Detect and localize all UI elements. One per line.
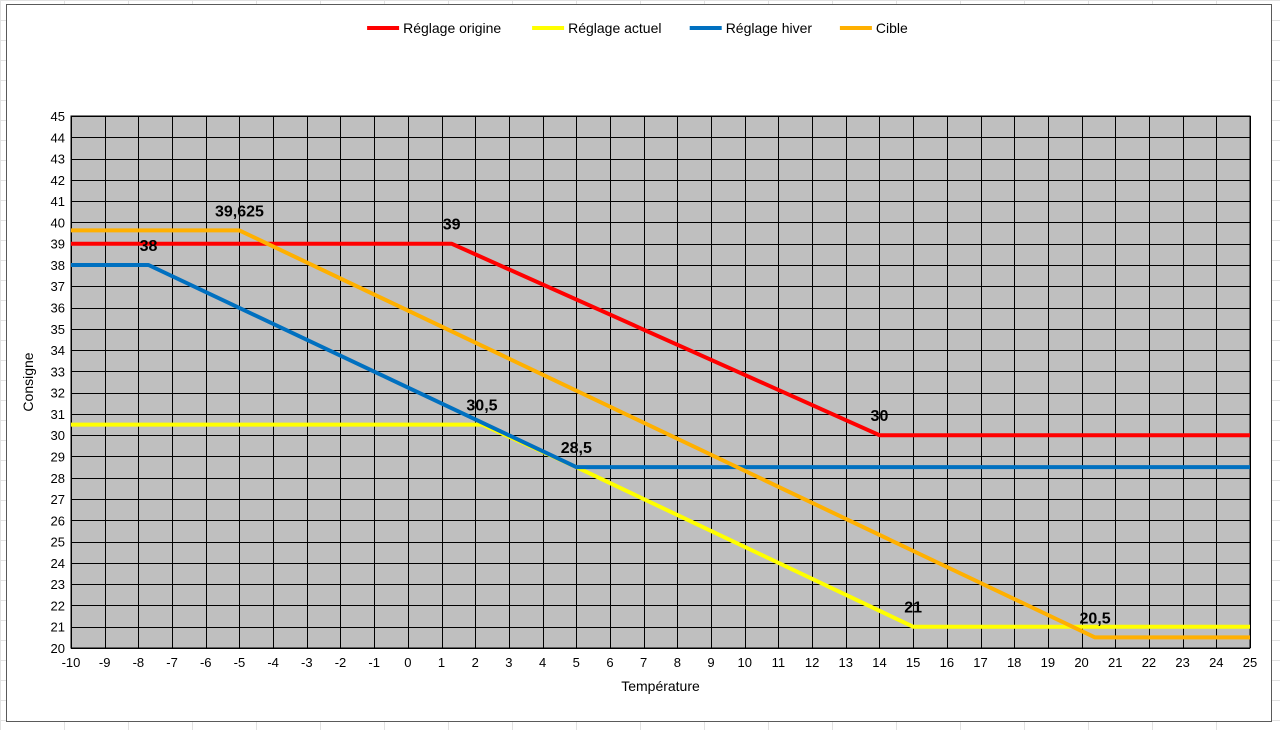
data-label: 30,5	[466, 398, 497, 415]
x-tick-label: 14	[872, 655, 886, 670]
x-tick-label: 8	[674, 655, 681, 670]
x-tick-label: 13	[839, 655, 853, 670]
x-tick-label: 10	[737, 655, 751, 670]
x-axis-title: Température	[621, 678, 700, 694]
x-tick-label: 16	[940, 655, 954, 670]
legend-label: Réglage actuel	[568, 20, 661, 36]
x-tick-label: 23	[1175, 655, 1189, 670]
x-tick-label: 11	[772, 655, 786, 670]
y-tick-label: 24	[51, 556, 65, 571]
data-label: 20,5	[1079, 610, 1110, 627]
chart-area[interactable]: 39,625 38 39 30,5 28,5 30 21 20,5 20 21 22 23 24 25 2…	[6, 4, 1272, 722]
x-tick-label: 1	[438, 655, 445, 670]
x-tick-label: 15	[906, 655, 920, 670]
x-tick-label: 4	[539, 655, 546, 670]
y-tick-label: 45	[51, 109, 65, 124]
y-tick-label: 42	[51, 173, 65, 188]
series-line-r-glage-origine[interactable]	[71, 241, 1250, 438]
x-tick-label: -10	[62, 655, 81, 670]
x-tick-label: 24	[1209, 655, 1223, 670]
y-axis-title: Consigne	[20, 352, 36, 411]
series-line-r-glage-hiver[interactable]	[71, 263, 1250, 470]
y-tick-label: 20	[51, 641, 65, 656]
y-tick-label: 43	[51, 152, 65, 167]
x-tick-label: -3	[301, 655, 313, 670]
y-tick-label: 28	[51, 471, 65, 486]
x-tick-label: 25	[1243, 655, 1257, 670]
legend-label: Réglage hiver	[726, 20, 813, 36]
x-tick-label: -6	[200, 655, 212, 670]
y-tick-label: 26	[51, 513, 65, 528]
x-tick-label: -8	[133, 655, 145, 670]
y-tick-label: 35	[51, 322, 65, 337]
x-tick-label: 0	[404, 655, 411, 670]
y-axis-ticks: 20 21 22 23 24 25 26 27 28 29 30 31 32 33 34 35 36 37 38 39…	[51, 109, 65, 656]
x-tick-label: 7	[640, 655, 647, 670]
data-label: 38	[140, 238, 158, 255]
legend-label: Cible	[876, 20, 908, 36]
x-tick-label: 12	[805, 655, 819, 670]
x-tick-label: 21	[1108, 655, 1122, 670]
x-tick-label: 3	[505, 655, 512, 670]
y-tick-label: 41	[51, 194, 65, 209]
y-tick-label: 31	[51, 407, 65, 422]
data-label: 28,5	[561, 440, 592, 457]
data-labels: 39,625 38 39 30,5 28,5 30 21 20,5	[140, 203, 1111, 627]
x-tick-label: 5	[573, 655, 580, 670]
y-tick-label: 22	[51, 598, 65, 613]
y-tick-label: 40	[51, 215, 65, 230]
legend[interactable]: Réglage origine Réglage actuel Réglage hiv…	[367, 20, 908, 36]
legend-item[interactable]: Réglage actuel	[532, 20, 662, 36]
x-tick-label: -9	[99, 655, 111, 670]
x-tick-label: 2	[472, 655, 479, 670]
x-tick-label: 20	[1074, 655, 1088, 670]
x-tick-label: 19	[1041, 655, 1055, 670]
x-tick-label: -7	[166, 655, 178, 670]
plot-border	[70, 115, 1251, 649]
y-tick-label: 25	[51, 535, 65, 550]
series-layer	[71, 228, 1250, 640]
x-tick-label: 6	[606, 655, 613, 670]
data-label: 21	[904, 600, 922, 617]
vertical-gridlines	[71, 116, 1251, 648]
y-tick-label: 37	[51, 279, 65, 294]
y-tick-label: 29	[51, 449, 65, 464]
series-line-cible[interactable]	[71, 228, 1250, 640]
y-tick-label: 21	[51, 620, 65, 635]
x-tick-label: 22	[1142, 655, 1156, 670]
x-tick-label: 18	[1007, 655, 1021, 670]
plot-area	[71, 116, 1250, 648]
legend-item[interactable]: Réglage hiver	[689, 20, 813, 36]
y-tick-label: 39	[51, 237, 65, 252]
data-label: 30	[871, 408, 889, 425]
y-tick-label: 23	[51, 577, 65, 592]
y-tick-label: 36	[51, 301, 65, 316]
y-tick-label: 44	[51, 130, 65, 145]
data-label: 39,625	[215, 203, 264, 220]
y-tick-label: 30	[51, 428, 65, 443]
y-tick-label: 33	[51, 364, 65, 379]
data-label: 39	[443, 217, 461, 234]
y-tick-label: 27	[51, 492, 65, 507]
x-axis-ticks: -10 -9 -8 -7 -6 -5 -4 -3 -2 -1 0 1 2 3 4 5 6 7 8 9 10 11 12 13 1…	[62, 655, 1258, 670]
x-tick-label: -5	[234, 655, 246, 670]
y-tick-label: 32	[51, 386, 65, 401]
x-tick-label: -2	[335, 655, 347, 670]
legend-item[interactable]: Réglage origine	[367, 20, 501, 36]
x-tick-label: 17	[973, 655, 987, 670]
x-tick-label: 9	[707, 655, 714, 670]
y-tick-label: 38	[51, 258, 65, 273]
y-tick-label: 34	[51, 343, 65, 358]
x-tick-label: -1	[368, 655, 380, 670]
legend-label: Réglage origine	[403, 20, 501, 36]
legend-item[interactable]: Cible	[839, 20, 908, 36]
x-tick-label: -4	[267, 655, 279, 670]
